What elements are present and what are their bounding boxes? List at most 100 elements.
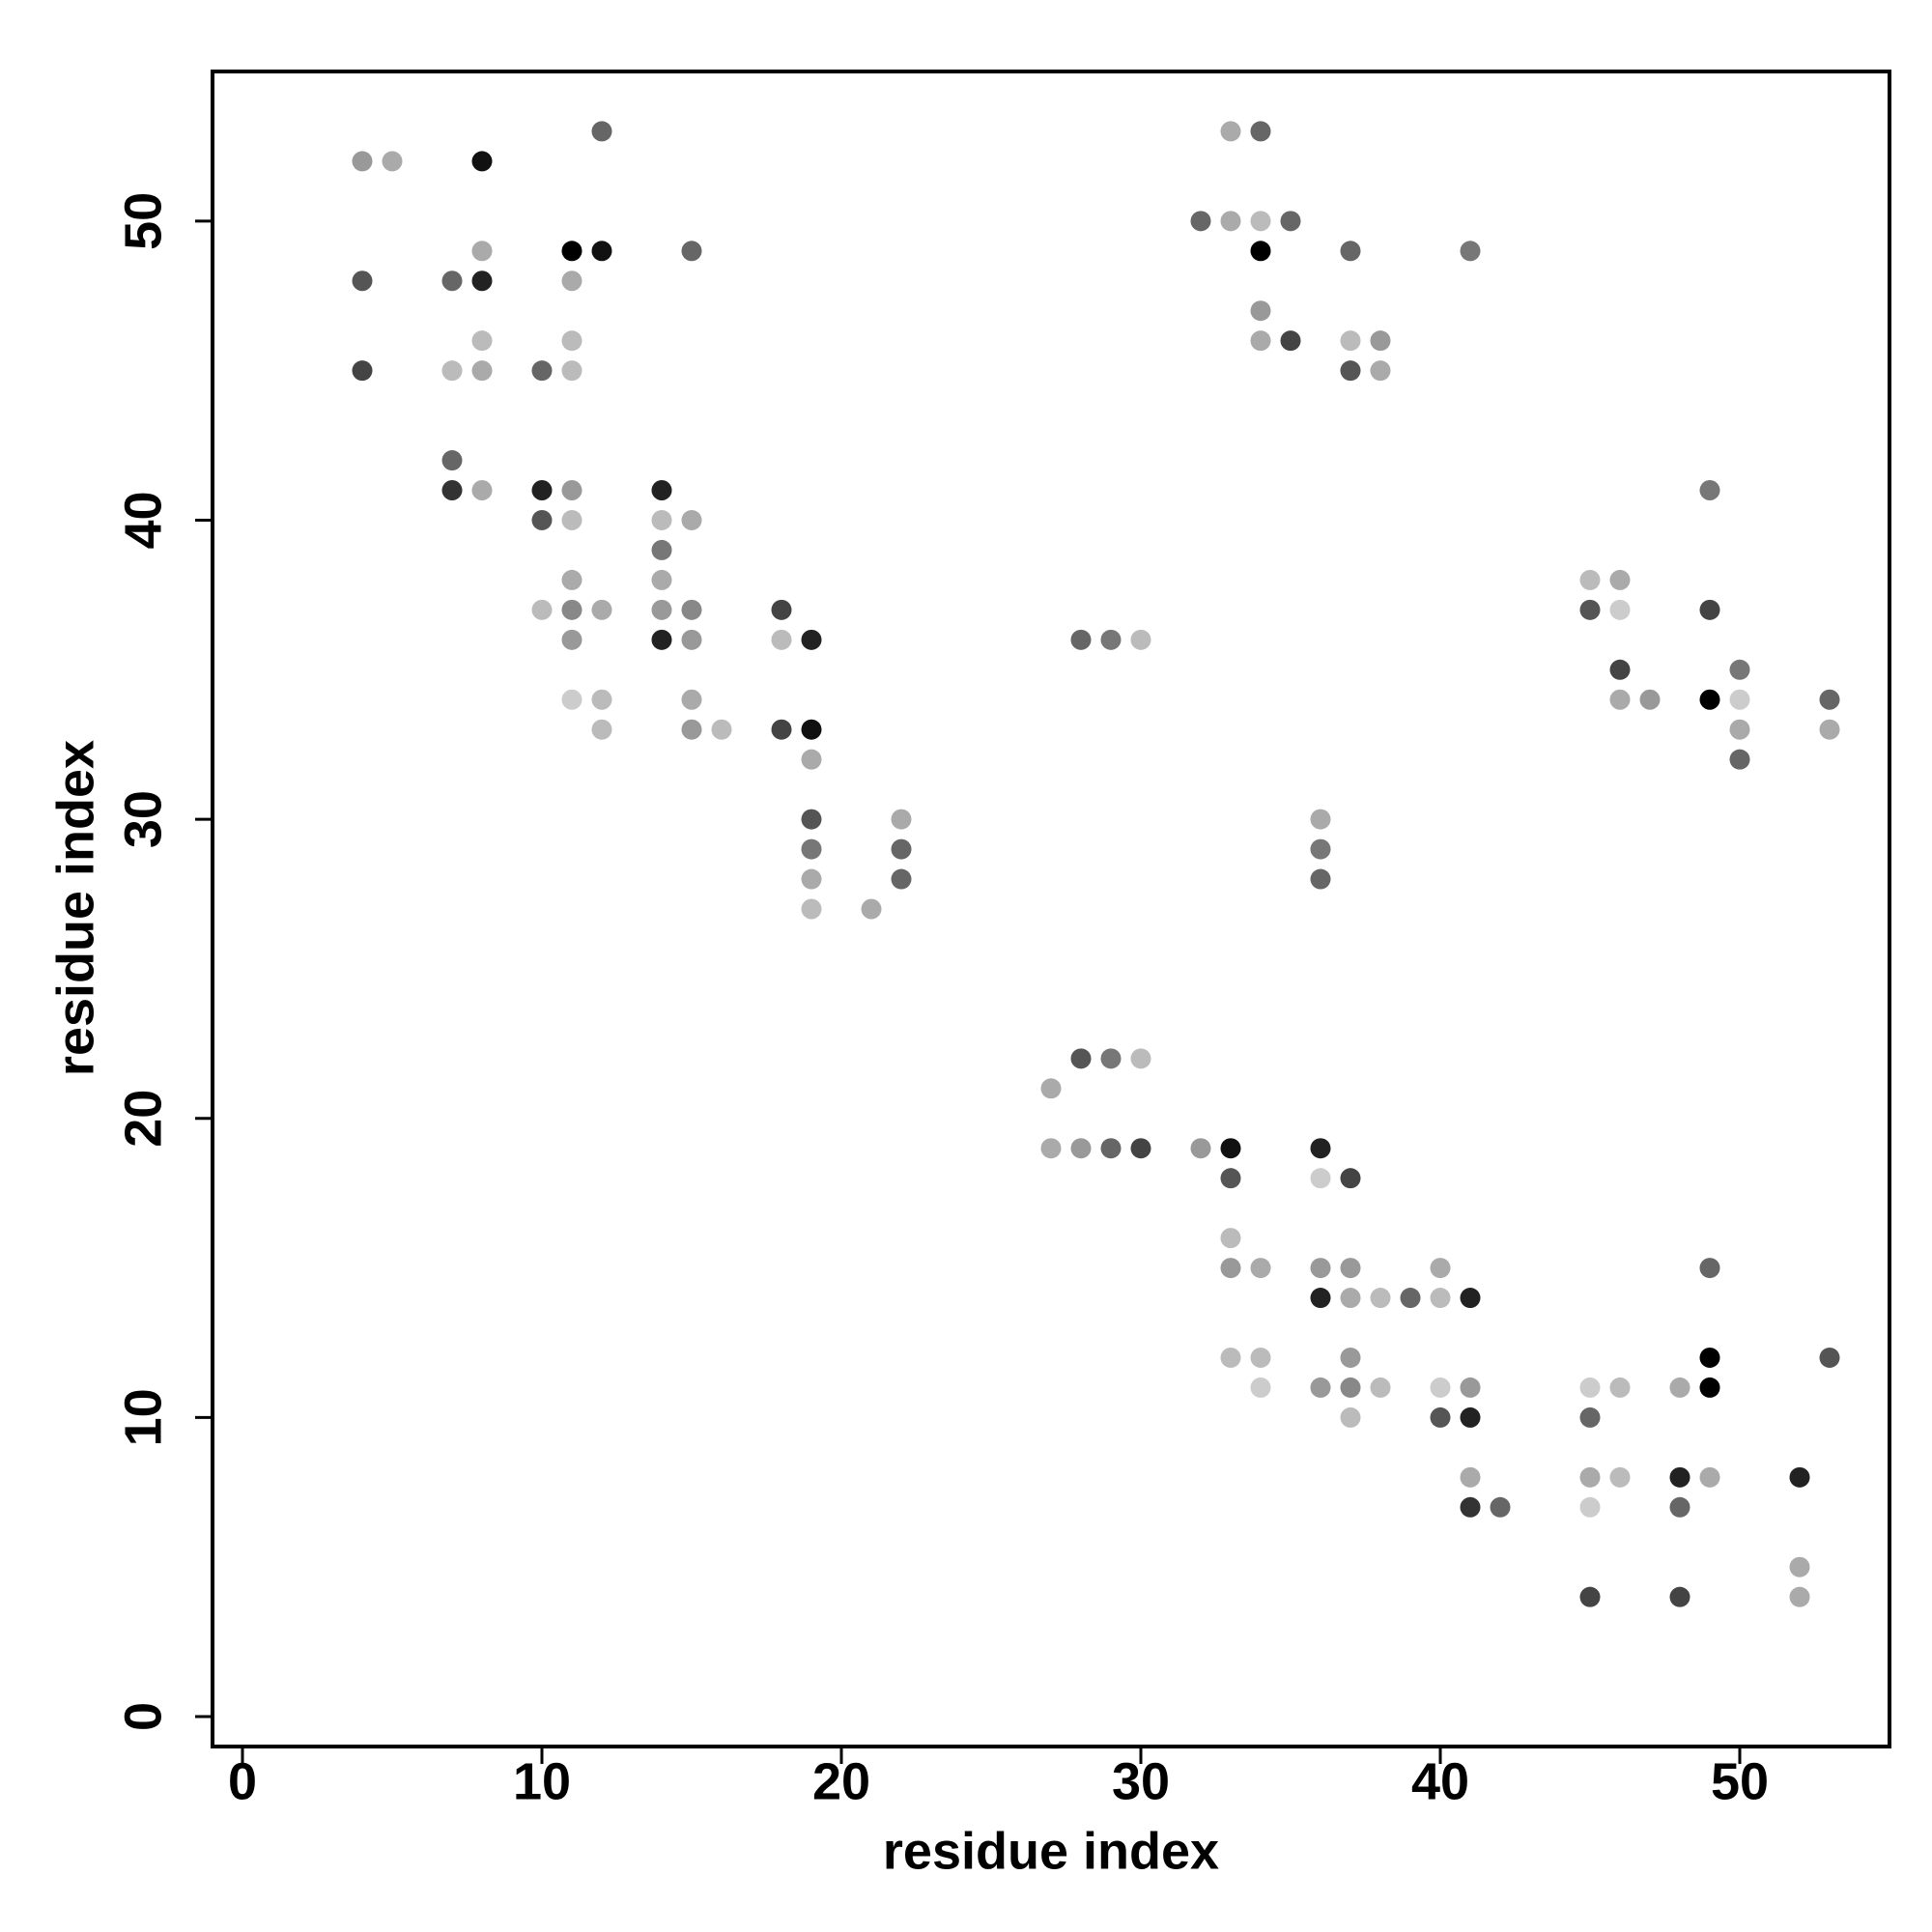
point <box>681 509 702 530</box>
x-axis-label: residue index <box>883 1822 1219 1880</box>
point <box>1100 1138 1122 1159</box>
point <box>531 509 553 530</box>
point <box>561 599 582 620</box>
y-tick-label: 0 <box>114 1702 172 1731</box>
point <box>1250 330 1271 352</box>
point <box>471 270 493 292</box>
point <box>801 838 822 860</box>
point <box>1130 1048 1151 1069</box>
point <box>591 689 612 710</box>
point <box>591 241 612 262</box>
point <box>1789 1586 1810 1607</box>
point <box>1579 1406 1601 1428</box>
point <box>1819 689 1840 710</box>
point <box>1729 749 1750 770</box>
point <box>891 809 912 830</box>
point <box>1579 599 1601 620</box>
point <box>1460 1288 1481 1309</box>
point <box>1460 1406 1481 1428</box>
point <box>1819 1347 1840 1368</box>
point <box>1579 569 1601 590</box>
point <box>1250 1377 1271 1398</box>
point <box>531 599 553 620</box>
point <box>1340 1377 1361 1398</box>
point <box>1310 1168 1331 1189</box>
point <box>1609 1377 1631 1398</box>
point <box>1130 629 1151 650</box>
point <box>1400 1288 1421 1309</box>
point <box>1460 1377 1481 1398</box>
point <box>1789 1466 1810 1488</box>
point <box>1460 241 1481 262</box>
point <box>1699 599 1720 620</box>
point <box>1190 1138 1211 1159</box>
point <box>1310 1258 1331 1279</box>
point <box>651 569 672 590</box>
point <box>1220 1138 1241 1159</box>
point <box>531 480 553 500</box>
point <box>891 838 912 860</box>
x-tick-label: 20 <box>812 1752 870 1810</box>
point <box>382 151 403 172</box>
point <box>1310 809 1331 830</box>
point <box>1819 719 1840 740</box>
point <box>1280 330 1301 352</box>
point <box>531 360 553 382</box>
y-tick-label: 40 <box>114 491 172 549</box>
point <box>352 151 373 172</box>
point <box>771 599 792 620</box>
point <box>561 509 582 530</box>
point <box>1340 1288 1361 1309</box>
point <box>681 629 702 650</box>
point <box>1220 1228 1241 1249</box>
point <box>1310 1377 1331 1398</box>
point <box>801 898 822 920</box>
point <box>801 719 822 740</box>
point <box>561 689 582 710</box>
point <box>1220 121 1241 142</box>
point <box>471 480 493 500</box>
point <box>1370 1288 1391 1309</box>
point <box>1040 1078 1062 1099</box>
point <box>1310 1288 1331 1309</box>
y-tick-label: 50 <box>114 192 172 250</box>
point <box>1460 1496 1481 1518</box>
point <box>441 360 463 382</box>
point <box>651 629 672 650</box>
point <box>1699 480 1720 500</box>
point <box>1100 1048 1122 1069</box>
point <box>1669 1586 1690 1607</box>
point <box>1340 1258 1361 1279</box>
point <box>651 480 672 500</box>
x-tick-label: 50 <box>1711 1752 1769 1810</box>
point <box>1699 689 1720 710</box>
point <box>681 241 702 262</box>
point <box>1460 1466 1481 1488</box>
point <box>651 539 672 560</box>
point <box>801 868 822 890</box>
point <box>1370 360 1391 382</box>
point <box>1370 330 1391 352</box>
point <box>561 480 582 500</box>
point <box>1370 1377 1391 1398</box>
point <box>1040 1138 1062 1159</box>
point <box>352 360 373 382</box>
point <box>1579 1377 1601 1398</box>
point <box>1340 1347 1361 1368</box>
point <box>471 241 493 262</box>
y-tick-label: 20 <box>114 1090 172 1148</box>
point <box>1430 1288 1451 1309</box>
point <box>561 360 582 382</box>
plot-frame <box>211 70 1891 1748</box>
point <box>1070 629 1092 650</box>
point <box>591 121 612 142</box>
point <box>1190 211 1211 232</box>
point <box>1729 719 1750 740</box>
point <box>1130 1138 1151 1159</box>
point <box>471 151 493 172</box>
point <box>1340 360 1361 382</box>
y-axis-label: residue index <box>46 740 104 1076</box>
point <box>681 599 702 620</box>
